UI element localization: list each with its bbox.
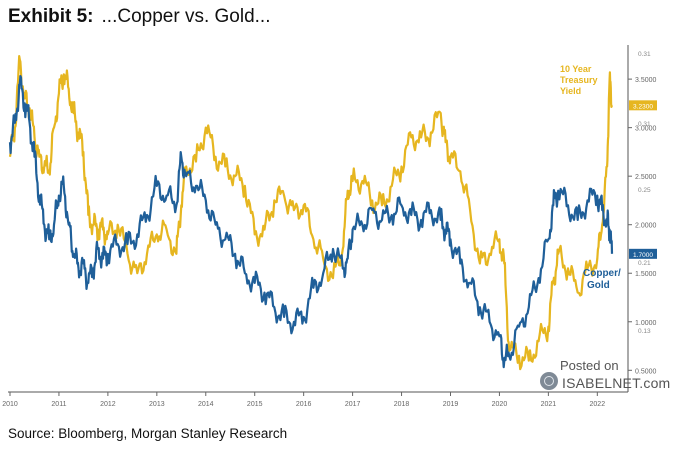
chart-annotations: 3.2300 1.7000 10 Year Treasury Yield Copper/G… (560, 64, 657, 291)
x-tick-label: 2017 (345, 401, 361, 408)
x-tick-label: 2020 (492, 401, 508, 408)
copper-gold-annotation-line: Gold (587, 280, 610, 291)
treasury-last-value: 3.2300 (633, 103, 653, 110)
exhibit-title: Exhibit 5: ...Copper vs. Gold... (8, 6, 270, 28)
treasury-annotation: 10 Year Treasury Yield (560, 64, 598, 96)
right-tick-label: 3.5000 (635, 77, 657, 84)
x-tick-label: 2014 (198, 401, 214, 408)
copper-gold-annotation-line: Copper/ (583, 268, 621, 279)
right-axis-ticks: 3.5000 3.0000 2.5000 2.0000 1.5000 1.0000 0.50… (628, 51, 657, 375)
treasury-yield-line (8, 54, 614, 371)
x-tick-label: 2011 (51, 401, 66, 408)
globe-icon (540, 372, 558, 390)
treasury-annotation-line: Yield (560, 86, 581, 96)
copper-gold-last-value: 1.7000 (633, 252, 653, 259)
isabelnet-watermark: Posted on ISABELNET.com (540, 358, 690, 394)
x-tick-label: 2012 (100, 401, 116, 408)
watermark-site: ISABELNET.com (562, 375, 671, 391)
x-tick-label: 2022 (590, 401, 606, 408)
chart-series (8, 54, 614, 371)
exhibit-title-text: ...Copper vs. Gold... (101, 6, 271, 27)
x-tick-label: 2010 (2, 401, 18, 408)
secondary-tick-label: 0.21 (638, 260, 651, 267)
copper-gold-last-value-box (629, 248, 657, 259)
treasury-annotation-line: 10 Year (560, 64, 592, 74)
treasury-last-value-box (629, 100, 657, 111)
x-tick-label: 2019 (443, 401, 459, 408)
copper-gold-annotation: Copper/Gold (583, 268, 621, 291)
x-tick-label: 2016 (296, 401, 312, 408)
copper-gold-line (8, 74, 614, 369)
treasury-annotation-line: Treasury (560, 75, 598, 85)
x-tick-label: 2021 (541, 401, 557, 408)
secondary-tick-label: 0.13 (638, 328, 651, 335)
right-tick-label: 0.5000 (635, 368, 657, 375)
x-tick-label: 2013 (149, 401, 165, 408)
right-tick-label: 2.5000 (635, 174, 657, 181)
right-tick-label: 1.0000 (635, 320, 657, 327)
exhibit-label: Exhibit 5: (8, 6, 94, 27)
source-note: Source: Bloomberg, Morgan Stanley Resear… (8, 426, 288, 441)
secondary-tick-label: 0.31 (638, 121, 651, 128)
x-tick-label: 2015 (247, 401, 263, 408)
secondary-tick-label: 0.31 (638, 51, 651, 58)
secondary-tick-label: 0.25 (638, 187, 651, 194)
right-tick-label: 3.0000 (635, 126, 657, 133)
x-axis-ticks: 2010 2011 2012 2013 2014 2015 2016 2017 2018 2019… (2, 392, 605, 408)
x-tick-label: 2018 (394, 401, 410, 408)
right-tick-label: 2.0000 (635, 223, 657, 230)
right-tick-label: 1.5000 (635, 271, 657, 278)
watermark-posted: Posted on (560, 358, 619, 373)
